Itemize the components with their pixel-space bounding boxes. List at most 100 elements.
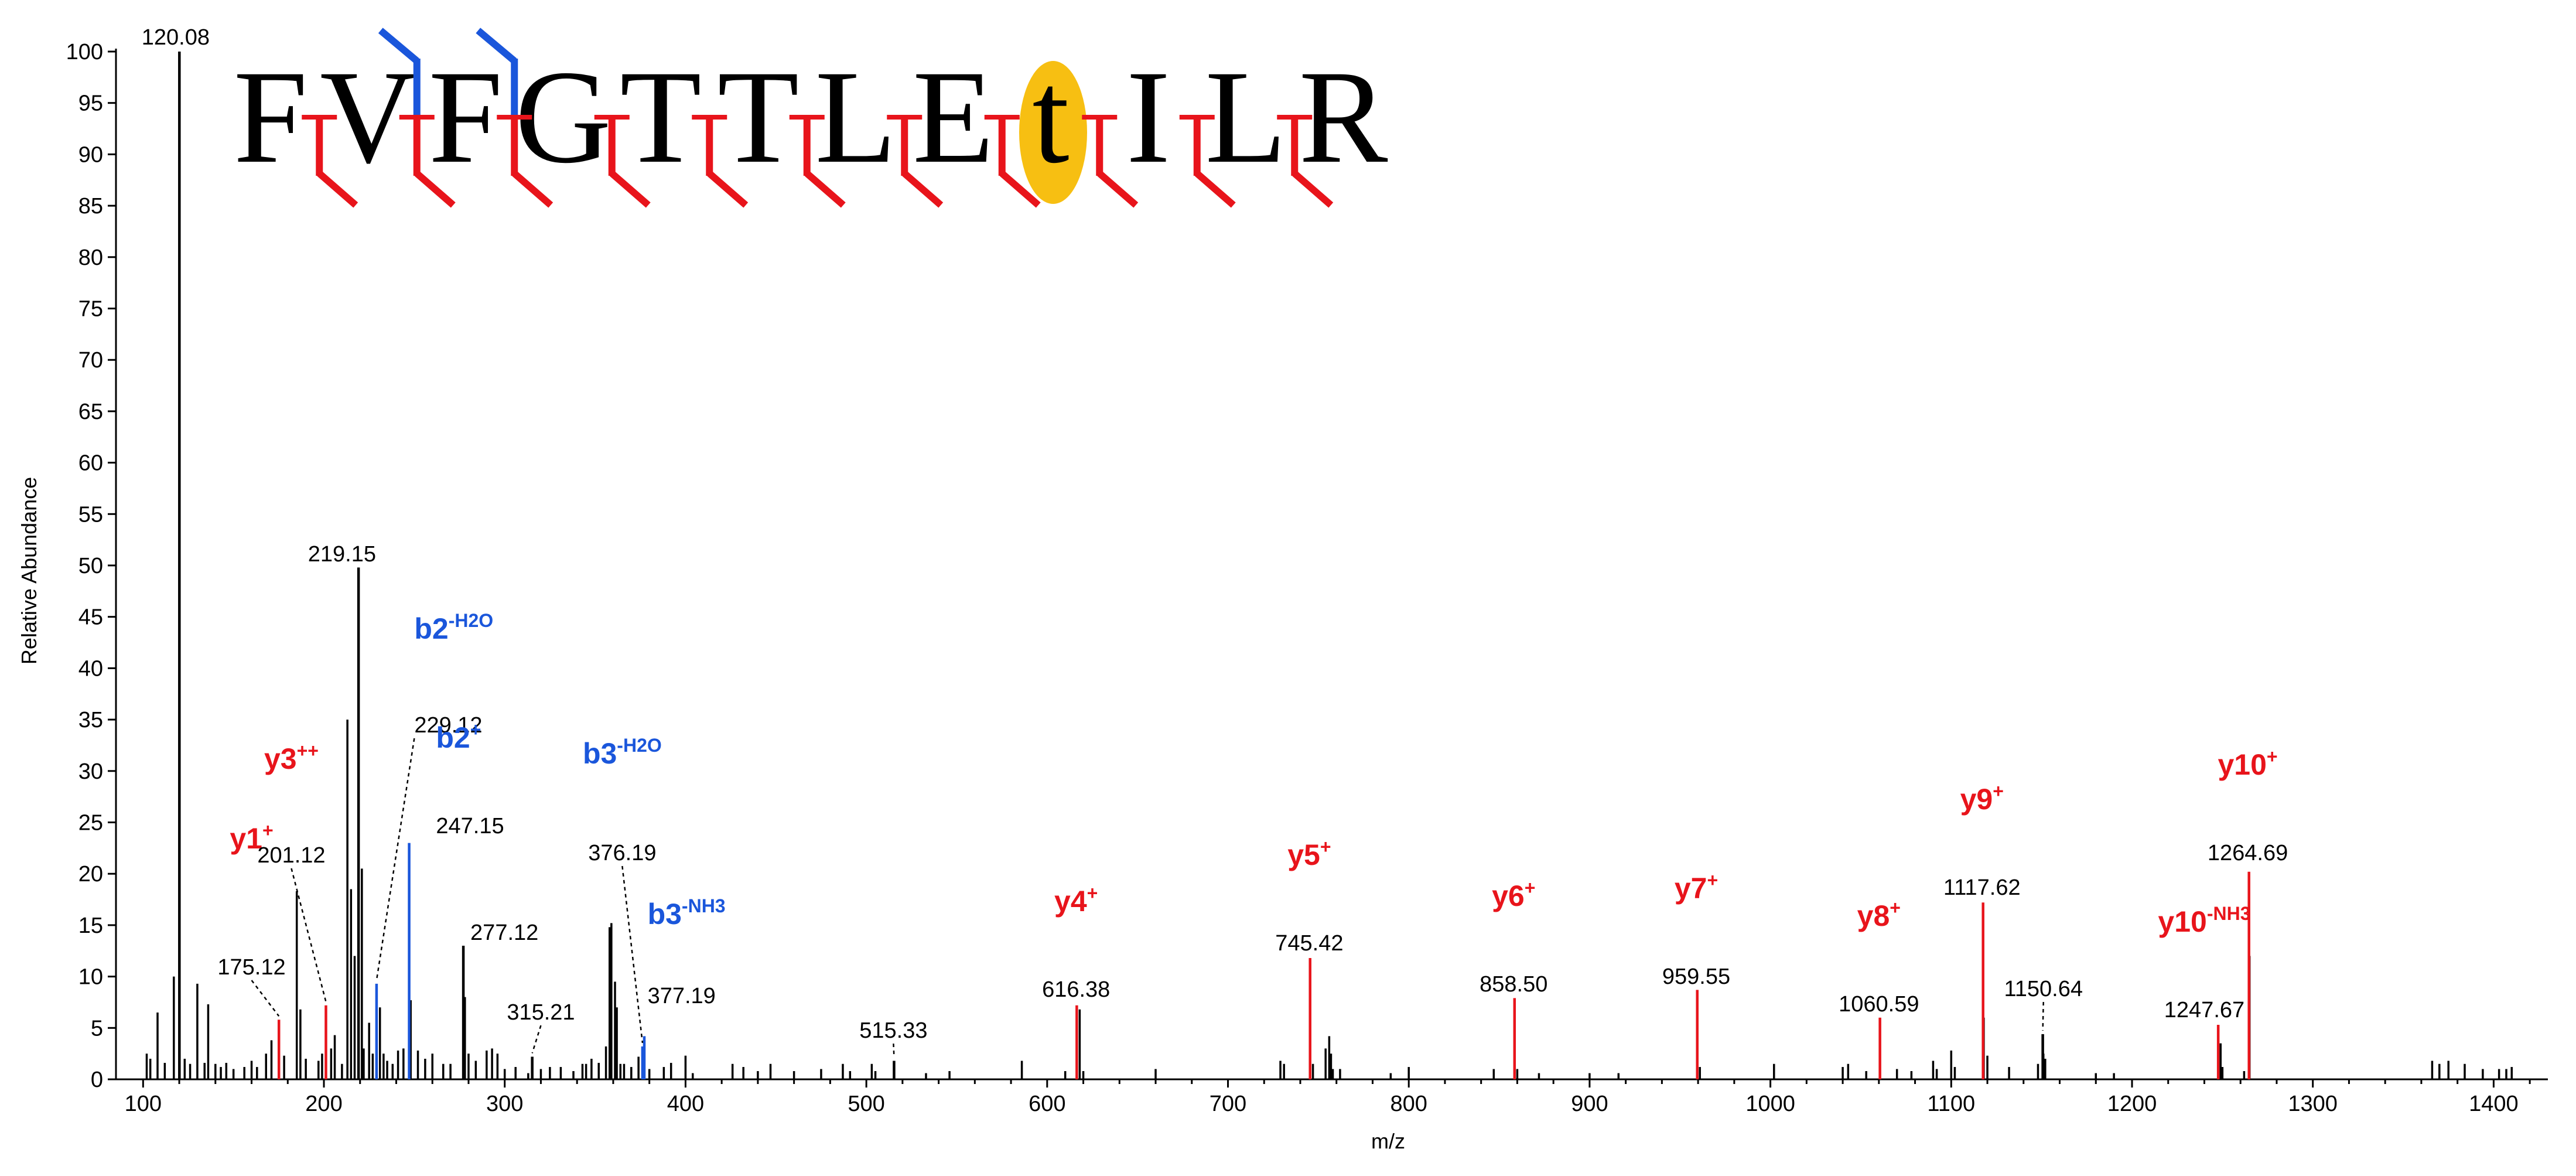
peak-label-1264.69: 1264.69 — [2208, 841, 2288, 865]
x-tick-label: 800 — [1390, 1092, 1427, 1116]
ion-label-y9: y9+ — [1960, 780, 2004, 816]
cleavage-hook — [1194, 171, 1236, 208]
leader-line — [621, 865, 644, 1044]
cleavage-hook — [512, 171, 554, 208]
peak-label-201.12: 201.12 — [257, 843, 325, 868]
y-axis-title: Relative Abundance — [17, 477, 41, 664]
highlighted-residue-marker — [1019, 61, 1087, 204]
y-ion-cleavage-marker — [789, 115, 846, 208]
ion-charge-superscript: -H2O — [617, 735, 661, 756]
y-tick-label: 95 — [78, 91, 103, 116]
y-tick-label: 25 — [78, 811, 103, 836]
y-ion-cleavage-marker — [1082, 115, 1139, 208]
x-tick-label: 900 — [1571, 1092, 1608, 1116]
peak-label-1247.67: 1247.67 — [2164, 998, 2244, 1022]
y-tick-label: 50 — [78, 554, 103, 578]
ion-name-text: b3 — [583, 737, 617, 770]
x-tick-label: 700 — [1210, 1092, 1246, 1116]
peak-label-1150.64: 1150.64 — [2004, 977, 2083, 1001]
b-ion-cleavage-marker — [378, 28, 421, 115]
y-tick-label: 85 — [78, 194, 103, 219]
y-tick-label: 100 — [66, 40, 103, 64]
ion-name-text: b2 — [414, 612, 448, 645]
peak-label-959.55: 959.55 — [1662, 964, 1730, 989]
y-tick-label: 15 — [78, 913, 103, 938]
cleavage-hook — [476, 28, 517, 64]
ion-name-text: y8 — [1857, 899, 1890, 932]
cleavage-hook — [414, 171, 456, 208]
y-tick-label: 35 — [78, 708, 103, 732]
leader-line — [251, 980, 280, 1017]
ion-name-text: y3 — [264, 742, 297, 775]
y-ion-cleavage-marker — [497, 115, 554, 208]
cleavage-hook — [1292, 171, 1334, 208]
y-ion-cleavage-marker — [302, 115, 358, 208]
ion-name-text: y4 — [1054, 885, 1087, 918]
cleavage-hook — [804, 171, 846, 208]
ion-charge-superscript: + — [1993, 780, 2004, 802]
residue-L: L — [815, 43, 896, 191]
ion-name-text: y5 — [1287, 838, 1320, 871]
ion-label-b3: b3-NH3 — [648, 895, 726, 930]
ion-label-y7: y7+ — [1675, 870, 1718, 905]
ion-label-y10: y10+ — [2218, 746, 2277, 781]
residue-L: L — [1205, 43, 1286, 191]
ion-label-y1: y1+ — [230, 820, 273, 855]
peak-label-315.21: 315.21 — [507, 1000, 575, 1025]
ion-charge-superscript: + — [1320, 836, 1331, 857]
ion-charge-superscript: + — [1087, 882, 1098, 904]
x-tick-label: 1400 — [2469, 1092, 2519, 1116]
x-tick-label: 500 — [848, 1092, 884, 1116]
peak-label-616.38: 616.38 — [1042, 977, 1110, 1002]
peak-label-858.50: 858.50 — [1480, 972, 1547, 997]
x-tick-label: 200 — [305, 1092, 342, 1116]
y-ion-cleavage-marker — [692, 115, 749, 208]
y-tick-label: 70 — [78, 348, 103, 373]
x-tick-label: 1100 — [1927, 1092, 1975, 1116]
x-tick-label: 300 — [486, 1092, 523, 1116]
cleavage-hook — [609, 171, 651, 208]
y-ion-cleavage-marker — [594, 115, 651, 208]
ion-charge-superscript: ++ — [297, 740, 319, 761]
leader-line — [291, 868, 327, 1003]
peak-label-229.12: 229.12 — [414, 713, 482, 738]
y-tick-label: 30 — [78, 759, 103, 784]
cleavage-hook — [999, 171, 1041, 208]
leader-line — [893, 1043, 895, 1058]
ion-name-text: y7 — [1675, 872, 1707, 905]
y-tick-label: 5 — [91, 1016, 103, 1041]
peak-label-376.19: 376.19 — [588, 841, 656, 865]
residue-R: R — [1299, 43, 1388, 191]
ion-name-text: y9 — [1960, 783, 1993, 816]
y-tick-label: 10 — [78, 965, 103, 990]
ion-name-text: y10 — [2158, 905, 2206, 938]
ion-charge-superscript: + — [262, 820, 274, 841]
y-tick-label: 40 — [78, 656, 103, 681]
residue-I: I — [1126, 43, 1171, 191]
ion-name-text: y10 — [2218, 748, 2266, 781]
y-tick-label: 65 — [78, 400, 103, 424]
peak-label-515.33: 515.33 — [859, 1018, 927, 1043]
ion-label-y6: y6+ — [1492, 877, 1535, 912]
ion-name-text: b3 — [648, 898, 682, 930]
cleavage-hook — [317, 171, 358, 208]
cleavage-hook — [902, 171, 944, 208]
axes: 0 5 10 15 20 25 30 35 40 45 50 55 60 65 70 75 80 85 90 95 10… — [66, 40, 2548, 1116]
peak-label-120.08: 120.08 — [142, 25, 210, 50]
ion-charge-superscript: + — [470, 719, 481, 740]
peak-annotations: 120.08175.12y1+201.12y3++219.15229.12b2-… — [142, 25, 2288, 1058]
peak-label-1117.62: 1117.62 — [1943, 875, 2021, 900]
y-tick-label: 75 — [78, 297, 103, 322]
peak-label-1060.59: 1060.59 — [1839, 992, 1919, 1017]
ion-label-y4: y4+ — [1054, 882, 1098, 918]
peak-label-219.15: 219.15 — [308, 542, 376, 567]
peak-label-377.19: 377.19 — [648, 984, 716, 1008]
residue-T: T — [620, 43, 701, 191]
ion-name-text: y1 — [230, 822, 262, 855]
ion-charge-superscript: + — [1707, 870, 1718, 891]
residue-E: E — [913, 43, 994, 191]
y-tick-label: 0 — [91, 1068, 103, 1092]
ion-label-y3: y3++ — [264, 740, 319, 775]
